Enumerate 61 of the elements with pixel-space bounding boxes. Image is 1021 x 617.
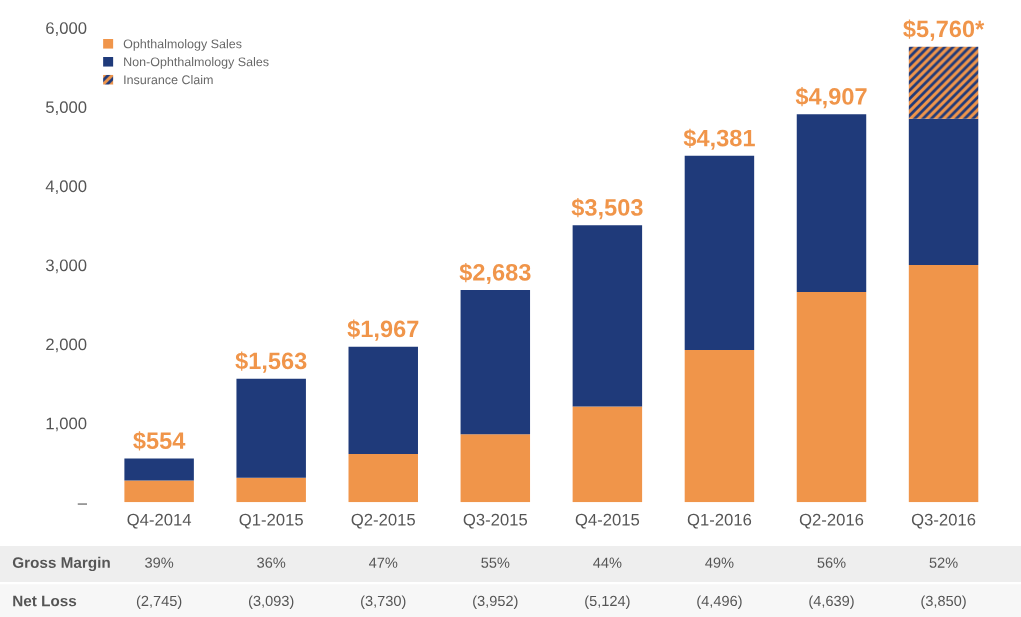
x-tick-label: Q1-2015 xyxy=(239,513,303,529)
total-label: $5,760* xyxy=(903,19,985,41)
text: 44% xyxy=(593,557,622,568)
text: (4,639) xyxy=(809,595,854,609)
x-tick-label: Q3-2016 xyxy=(911,513,976,529)
legend-label: Non-Ophthalmology Sales xyxy=(124,57,269,69)
y-tick-label: 4,000 xyxy=(45,180,87,195)
total-label: $1,967 xyxy=(347,319,419,341)
text: (3,730) xyxy=(361,595,406,609)
bar xyxy=(348,346,418,454)
x-tick-label: Q2-2016 xyxy=(799,513,864,529)
bar xyxy=(796,291,867,503)
y-tick-label: 6,000 xyxy=(46,22,87,36)
y-tick-label: 5,000 xyxy=(45,101,87,116)
total-label: $3,503 xyxy=(571,198,643,220)
total-label: $1,563 xyxy=(235,351,307,373)
total-label: $4,907 xyxy=(795,87,867,109)
text: (4,496) xyxy=(697,595,742,609)
text: (3,952) xyxy=(473,595,518,609)
bar xyxy=(348,454,418,503)
bar xyxy=(236,378,306,478)
text: 49% xyxy=(705,557,734,568)
bar xyxy=(572,406,643,503)
text: 39% xyxy=(145,557,174,568)
y-tick-label: 2,000 xyxy=(46,338,87,353)
bar xyxy=(908,265,979,503)
text: 52% xyxy=(929,557,958,568)
text: 55% xyxy=(481,557,510,568)
text: 56% xyxy=(817,557,846,568)
bar xyxy=(460,290,531,435)
y-tick-label: 3,000 xyxy=(45,259,87,274)
text: (2,745) xyxy=(136,595,182,609)
bar xyxy=(124,480,194,503)
x-tick-label: Q3-2015 xyxy=(463,513,528,529)
text: (3,850) xyxy=(921,595,966,609)
text: Gross Margin xyxy=(12,556,110,572)
y-tick-label: – xyxy=(77,503,88,505)
legend-label: Ophthalmology Sales xyxy=(123,39,242,51)
bar xyxy=(684,155,755,351)
bar xyxy=(796,114,867,292)
bar xyxy=(684,350,755,503)
x-tick-label: Q2-2015 xyxy=(351,513,415,529)
x-tick-label: Q4-2015 xyxy=(575,513,640,529)
text: 36% xyxy=(257,557,286,568)
text: Net Loss xyxy=(13,595,77,607)
bar xyxy=(908,46,979,119)
text: 47% xyxy=(368,557,398,568)
y-tick-label: 1,000 xyxy=(46,417,87,432)
bar xyxy=(236,477,306,503)
total-label: $4,381 xyxy=(683,128,755,150)
bar xyxy=(908,118,979,265)
bar xyxy=(572,225,643,407)
total-label: $554 xyxy=(133,431,186,451)
total-label: $2,683 xyxy=(459,262,531,285)
legend-label: Insurance Claim xyxy=(124,75,213,85)
text: (5,124) xyxy=(585,595,630,609)
text: (3,093) xyxy=(248,595,294,609)
x-tick-label: Q4-2014 xyxy=(127,513,192,529)
bar xyxy=(460,434,531,503)
x-tick-label: Q1-2016 xyxy=(687,513,752,529)
bar xyxy=(124,458,194,481)
